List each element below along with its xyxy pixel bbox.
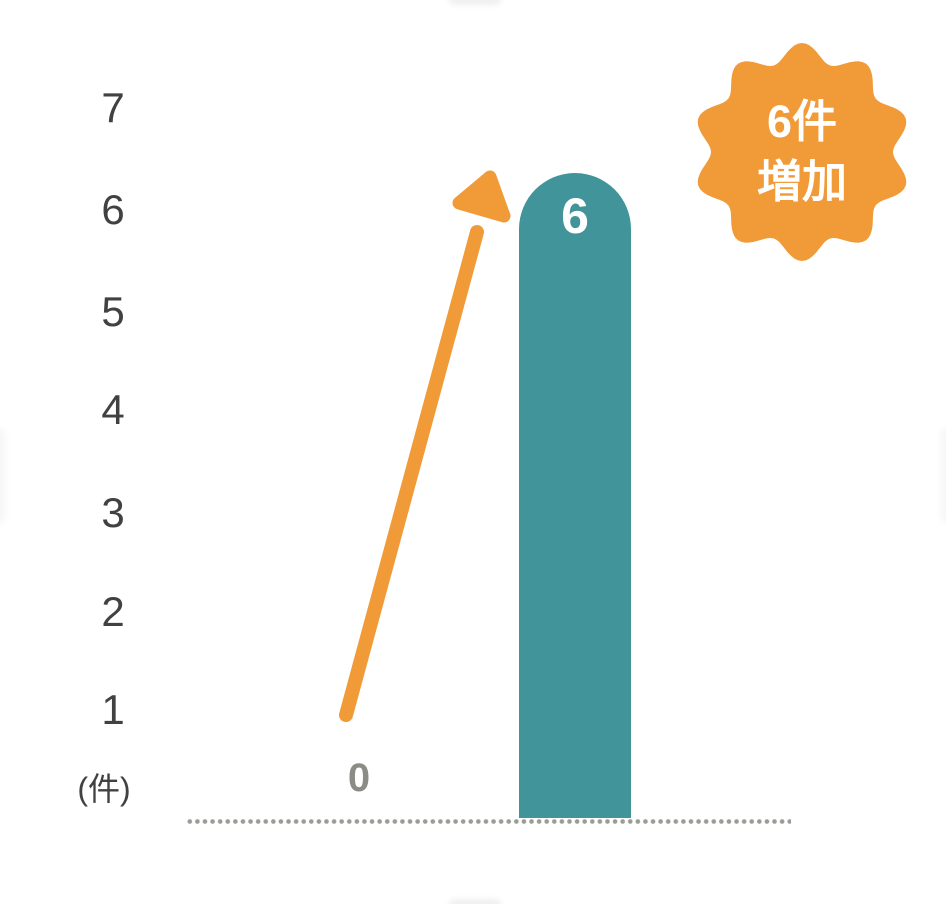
y-axis-tick-7: 7 (101, 84, 125, 131)
y-axis-tick-3: 3 (101, 489, 125, 536)
y-axis-tick-1: 1 (101, 686, 125, 733)
value-bar: 6 (519, 173, 631, 818)
zero-value-label: 0 (347, 756, 371, 800)
badge-seal-shape (697, 43, 907, 261)
adjacent-slide-hint-left (0, 428, 5, 523)
arrow-shaft-line (339, 225, 484, 722)
badge-seal-path (697, 43, 907, 261)
badge-text: 6件 増加 (687, 37, 917, 267)
increase-badge: 6件 増加 (687, 37, 917, 267)
y-axis-tick-5: 5 (101, 288, 125, 335)
badge-text-line1: 6件 (766, 96, 838, 147)
badge-text-line2: 増加 (756, 156, 847, 207)
bar-value-label: 6 (561, 188, 589, 244)
y-axis-tick-6: 6 (101, 186, 125, 233)
y-axis-tick-2: 2 (101, 588, 125, 635)
baseline-dotted (186, 818, 791, 825)
adjacent-slide-hint-bottom (449, 899, 501, 904)
adjacent-slide-hint-top (449, 0, 501, 5)
arrow-head-icon (452, 170, 511, 223)
y-axis-unit-label: (件) (77, 771, 131, 807)
y-axis-tick-4: 4 (101, 386, 125, 433)
adjacent-slide-hint-right (941, 428, 946, 523)
